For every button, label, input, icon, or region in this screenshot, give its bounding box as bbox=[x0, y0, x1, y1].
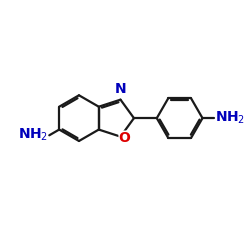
Text: N: N bbox=[115, 82, 126, 96]
Text: NH$_2$: NH$_2$ bbox=[215, 110, 245, 126]
Text: O: O bbox=[119, 131, 130, 145]
Text: NH$_2$: NH$_2$ bbox=[18, 127, 48, 144]
